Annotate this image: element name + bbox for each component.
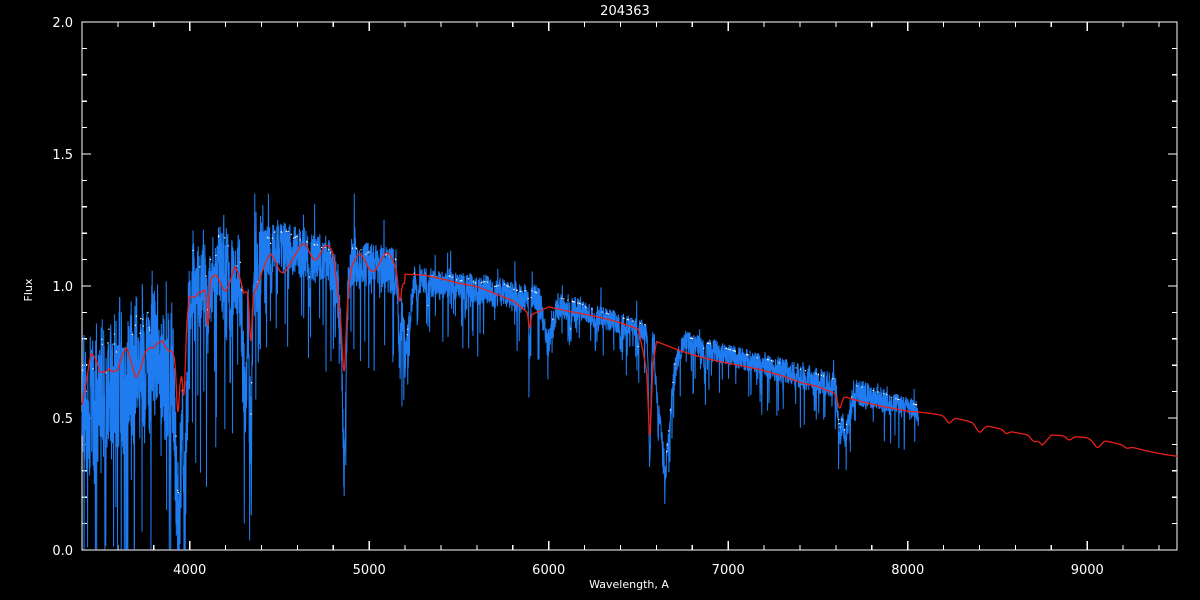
x-tick-label: 9000 bbox=[1071, 563, 1104, 578]
axis-tick-labels: 4000 5000 6000 7000 8000 9000 0.0 0.5 1.0 1.5 2.0 bbox=[52, 16, 1103, 578]
y-tick-label: 0.0 bbox=[52, 544, 73, 559]
x-tick-label: 4000 bbox=[173, 563, 206, 578]
x-axis-label: Wavelength, A bbox=[589, 578, 669, 591]
observed-spectrum-line bbox=[81, 193, 919, 550]
y-tick-label: 0.5 bbox=[52, 412, 73, 427]
x-tick-label: 7000 bbox=[712, 563, 745, 578]
model-spectrum-line bbox=[81, 243, 1178, 457]
data-series-group bbox=[81, 193, 1178, 550]
x-tick-label: 6000 bbox=[532, 563, 565, 578]
page-title: 204363 bbox=[600, 4, 650, 19]
y-axis-label: Flux bbox=[22, 278, 35, 301]
x-tick-label: 5000 bbox=[353, 563, 386, 578]
y-tick-label: 2.0 bbox=[52, 16, 73, 31]
y-tick-label: 1.0 bbox=[52, 280, 73, 295]
y-tick-label: 1.5 bbox=[52, 148, 73, 163]
x-tick-label: 8000 bbox=[891, 563, 924, 578]
